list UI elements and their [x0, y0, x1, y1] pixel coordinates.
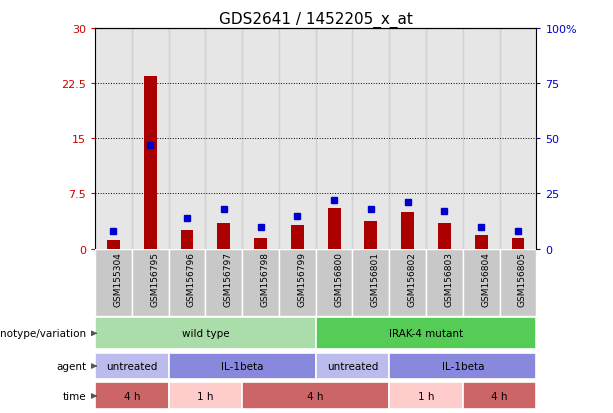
Bar [242, 29, 279, 249]
Text: 1 h: 1 h [418, 391, 434, 401]
Bar [169, 353, 316, 380]
Text: 4 h: 4 h [124, 391, 140, 401]
Bar [218, 223, 230, 249]
Text: IL-1beta: IL-1beta [221, 361, 264, 371]
Bar [291, 225, 304, 249]
Text: agent: agent [56, 361, 86, 371]
Text: IRAK-4 mutant: IRAK-4 mutant [389, 328, 463, 339]
Text: GSM156799: GSM156799 [297, 252, 306, 306]
Text: GSM156803: GSM156803 [444, 252, 454, 306]
Bar [95, 318, 316, 349]
Bar [352, 249, 389, 316]
Bar [475, 236, 488, 249]
Text: 1 h: 1 h [197, 391, 213, 401]
Bar [500, 249, 536, 316]
Bar [205, 29, 242, 249]
Bar [169, 249, 205, 316]
Bar [426, 29, 463, 249]
Text: genotype/variation: genotype/variation [0, 328, 86, 339]
Bar [316, 29, 352, 249]
Text: untreated: untreated [327, 361, 378, 371]
Text: GSM156795: GSM156795 [150, 252, 159, 306]
Bar [316, 318, 536, 349]
Title: GDS2641 / 1452205_x_at: GDS2641 / 1452205_x_at [219, 12, 413, 28]
Bar [389, 353, 536, 380]
Text: wild type: wild type [181, 328, 229, 339]
Text: time: time [63, 391, 86, 401]
Text: GSM156802: GSM156802 [408, 252, 417, 306]
Bar [463, 29, 500, 249]
Bar [463, 382, 536, 409]
Bar [500, 29, 536, 249]
Bar [389, 382, 463, 409]
Bar [169, 29, 205, 249]
Bar [402, 212, 414, 249]
Bar [511, 238, 524, 249]
Bar [426, 249, 463, 316]
Bar [205, 249, 242, 316]
Bar [328, 209, 341, 249]
Text: GSM156797: GSM156797 [224, 252, 233, 306]
Bar [352, 29, 389, 249]
Bar [389, 249, 426, 316]
Bar [438, 223, 451, 249]
Text: GSM155304: GSM155304 [113, 252, 123, 306]
Bar [169, 382, 242, 409]
Bar [389, 29, 426, 249]
Bar [242, 249, 279, 316]
Bar [316, 353, 389, 380]
Text: 4 h: 4 h [492, 391, 508, 401]
Bar [132, 249, 169, 316]
Bar [181, 231, 194, 249]
Bar [107, 240, 120, 249]
Text: 4 h: 4 h [308, 391, 324, 401]
Text: untreated: untreated [106, 361, 158, 371]
Bar [143, 76, 157, 249]
Text: GSM156805: GSM156805 [518, 252, 527, 306]
Text: GSM156798: GSM156798 [261, 252, 270, 306]
Bar [279, 29, 316, 249]
Bar [95, 382, 169, 409]
Bar [316, 249, 352, 316]
Bar [279, 249, 316, 316]
Bar [95, 29, 132, 249]
Bar [254, 238, 267, 249]
Bar [95, 353, 169, 380]
Bar [242, 382, 389, 409]
Bar [95, 249, 132, 316]
Bar [364, 221, 377, 249]
Text: GSM156800: GSM156800 [334, 252, 343, 306]
Text: GSM156796: GSM156796 [187, 252, 196, 306]
Bar [463, 249, 500, 316]
Bar [132, 29, 169, 249]
Text: GSM156801: GSM156801 [371, 252, 380, 306]
Text: GSM156804: GSM156804 [481, 252, 490, 306]
Text: IL-1beta: IL-1beta [441, 361, 484, 371]
